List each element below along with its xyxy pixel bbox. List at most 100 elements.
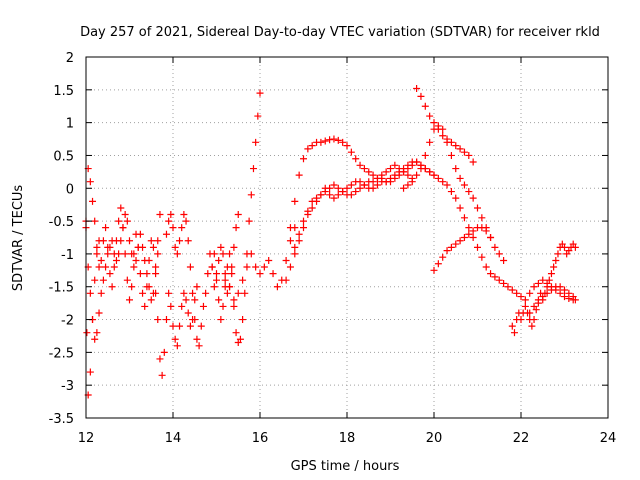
data-point	[469, 158, 477, 166]
series-arc-15	[526, 283, 579, 317]
data-point	[487, 234, 495, 241]
x-tick-label: 24	[600, 431, 617, 446]
data-point	[291, 250, 299, 258]
data-point	[474, 204, 481, 212]
data-point	[478, 253, 486, 261]
data-point	[478, 224, 486, 232]
y-tick-label: -2	[61, 314, 74, 329]
data-point	[130, 250, 138, 258]
data-point	[460, 214, 468, 222]
data-point	[256, 89, 264, 97]
data-point	[434, 174, 442, 182]
data-point	[334, 184, 342, 192]
data-point	[495, 250, 503, 258]
data-point	[221, 276, 229, 284]
data-point	[117, 204, 125, 212]
data-point	[360, 181, 368, 189]
data-point	[132, 256, 140, 264]
data-point	[176, 322, 184, 330]
data-point	[400, 184, 408, 192]
data-point	[326, 184, 334, 192]
data-point	[249, 165, 257, 173]
data-point	[404, 171, 412, 179]
data-point	[443, 138, 451, 146]
data-point	[156, 211, 164, 219]
series-arc-13	[430, 224, 495, 274]
data-point	[123, 217, 131, 225]
data-point	[460, 148, 468, 156]
data-point	[147, 237, 155, 245]
data-point	[165, 289, 173, 297]
data-point	[308, 204, 316, 212]
data-point	[556, 283, 564, 291]
series-arc-9	[282, 161, 416, 284]
data-point	[439, 178, 447, 186]
data-point	[178, 224, 186, 232]
data-point	[215, 256, 223, 264]
data-point	[286, 237, 294, 245]
data-point	[254, 112, 262, 120]
data-point	[169, 224, 177, 232]
data-point	[426, 112, 434, 120]
data-point	[291, 243, 299, 251]
chart-title: Day 257 of 2021, Sidereal Day-to-day VTE…	[80, 25, 600, 40]
data-point	[369, 178, 377, 186]
data-point	[400, 165, 408, 173]
data-point	[547, 286, 555, 294]
data-point	[134, 243, 142, 251]
x-tick-label: 16	[252, 431, 269, 446]
data-point	[452, 194, 460, 202]
data-point	[239, 276, 247, 284]
data-point	[149, 243, 157, 251]
data-point	[352, 155, 360, 163]
data-point	[223, 263, 231, 271]
data-point	[360, 165, 368, 173]
data-point	[404, 161, 412, 169]
data-point	[230, 296, 238, 304]
data-point	[521, 296, 529, 304]
data-point	[330, 194, 338, 202]
data-point	[252, 138, 260, 146]
data-point	[99, 237, 107, 245]
series-arc-4	[152, 283, 201, 379]
data-point	[550, 263, 558, 271]
data-point	[110, 263, 118, 271]
data-point	[456, 237, 464, 245]
data-point	[561, 286, 568, 294]
data-point	[184, 237, 192, 245]
data-point	[571, 243, 579, 251]
y-tick-label: 1.5	[53, 84, 74, 99]
series-arc-11	[413, 85, 477, 166]
data-point	[143, 283, 151, 291]
data-point	[102, 224, 110, 232]
data-point	[304, 207, 312, 215]
series-arc-12	[400, 122, 508, 264]
data-point	[286, 263, 294, 271]
data-point	[326, 136, 334, 144]
data-point	[391, 161, 399, 169]
data-point	[202, 289, 210, 297]
data-point	[121, 250, 129, 258]
data-point	[269, 270, 277, 278]
data-point	[167, 302, 175, 310]
data-point	[210, 250, 218, 258]
data-point	[352, 188, 360, 196]
data-point	[347, 181, 355, 189]
data-point	[173, 250, 181, 258]
data-point	[300, 155, 307, 163]
series-arc-8	[286, 135, 438, 232]
data-point	[447, 243, 455, 251]
data-point	[517, 293, 525, 301]
data-point	[452, 165, 460, 173]
data-point	[123, 276, 131, 284]
axis-ticks: 12 14 16 18 20 22 24 2 1.5 1 0.5 0 -0.5 -1 -1.5 -2 -2.5 -…	[49, 51, 617, 446]
data-point	[408, 178, 416, 186]
data-point	[260, 263, 268, 271]
data-point	[460, 181, 468, 189]
data-point	[465, 224, 473, 232]
data-point	[330, 181, 338, 189]
data-point	[545, 276, 553, 284]
data-point	[156, 355, 164, 363]
data-point	[136, 270, 144, 278]
data-point	[482, 227, 490, 235]
